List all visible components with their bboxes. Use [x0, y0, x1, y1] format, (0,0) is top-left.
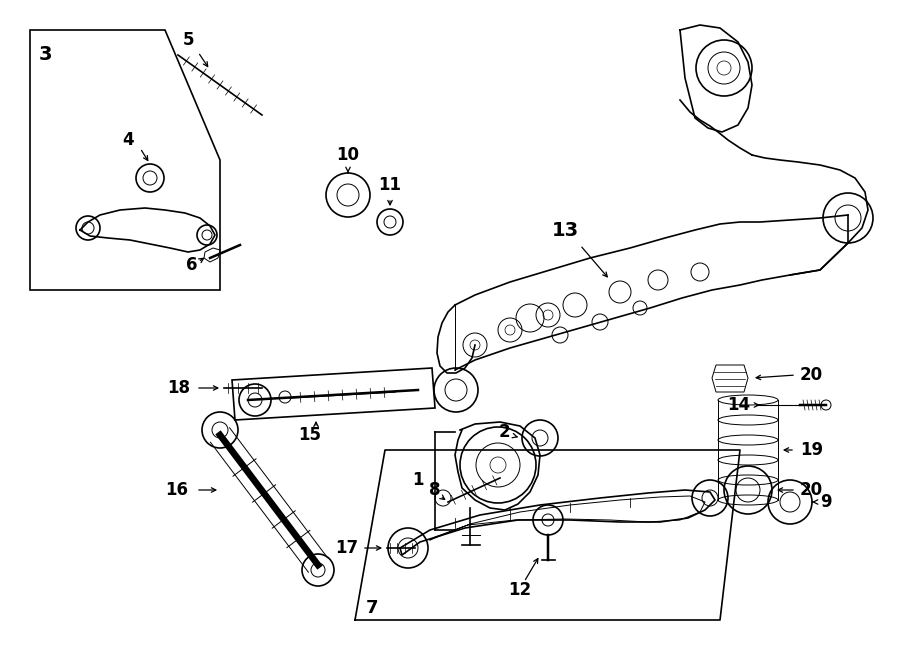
Text: 6: 6 — [186, 256, 198, 274]
Text: 20: 20 — [800, 366, 824, 384]
Text: 8: 8 — [429, 481, 441, 499]
Text: 12: 12 — [508, 581, 532, 599]
Text: 16: 16 — [165, 481, 188, 499]
Text: 3: 3 — [38, 46, 52, 65]
Text: 18: 18 — [167, 379, 190, 397]
Text: 19: 19 — [800, 441, 824, 459]
Text: 14: 14 — [727, 396, 750, 414]
Text: 11: 11 — [379, 176, 401, 194]
Text: 15: 15 — [299, 426, 321, 444]
Text: 20: 20 — [800, 481, 824, 499]
Text: 17: 17 — [335, 539, 358, 557]
Text: 13: 13 — [552, 221, 579, 239]
Text: 1: 1 — [412, 471, 424, 489]
Text: 2: 2 — [499, 423, 510, 441]
Text: 9: 9 — [820, 493, 832, 511]
Text: 7: 7 — [365, 599, 378, 617]
Text: 10: 10 — [337, 146, 359, 164]
Text: 4: 4 — [122, 131, 134, 149]
Text: 5: 5 — [182, 31, 194, 49]
